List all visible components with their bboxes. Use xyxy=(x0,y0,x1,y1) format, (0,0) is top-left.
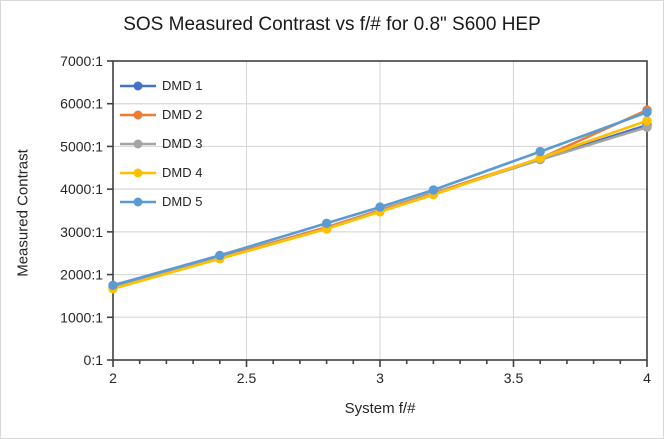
legend-label: DMD 5 xyxy=(162,194,203,209)
x-tick-label: 2 xyxy=(109,370,117,386)
y-tick-label: 5000:1 xyxy=(60,138,103,154)
y-tick-label: 2000:1 xyxy=(60,267,103,283)
y-tick-label: 7000:1 xyxy=(60,53,103,69)
data-point-dmd-5 xyxy=(428,185,439,195)
y-tick-label: 4000:1 xyxy=(60,181,103,197)
x-tick-label: 2.5 xyxy=(237,370,257,386)
x-tick-label: 3 xyxy=(376,370,384,386)
y-axis-title: Measured Contrast xyxy=(14,149,32,277)
data-point-dmd-5 xyxy=(535,146,545,157)
data-point-dmd-5 xyxy=(642,107,652,118)
legend-item-dmd-5[interactable]: DMD 5 xyxy=(119,187,202,216)
legend-label: DMD 2 xyxy=(162,107,203,122)
y-tick-label: 1000:1 xyxy=(60,309,103,325)
data-point-dmd-5 xyxy=(215,250,225,261)
legend-item-dmd-2[interactable]: DMD 2 xyxy=(119,100,202,129)
legend-item-dmd-4[interactable]: DMD 4 xyxy=(119,158,202,187)
x-tick-label: 4 xyxy=(643,370,651,386)
x-tick-label: 3.5 xyxy=(504,370,524,386)
legend-marker-icon xyxy=(120,168,156,177)
data-point-dmd-5 xyxy=(108,280,118,290)
legend-label: DMD 3 xyxy=(162,136,203,151)
x-axis-title: System f/# xyxy=(344,400,416,417)
legend: DMD 1 DMD 2 DMD 3 DMD 4 DMD 5 xyxy=(119,71,202,216)
legend-marker-icon xyxy=(120,110,156,119)
chart-title: SOS Measured Contrast vs f/# for 0.8" S6… xyxy=(123,14,541,35)
legend-item-dmd-1[interactable]: DMD 1 xyxy=(119,71,202,100)
y-tick-label: 3000:1 xyxy=(60,224,103,240)
legend-marker-icon xyxy=(120,139,156,148)
y-tick-label: 0:1 xyxy=(84,352,104,368)
legend-label: DMD 1 xyxy=(162,78,203,93)
data-point-dmd-4 xyxy=(642,116,652,126)
legend-item-dmd-3[interactable]: DMD 3 xyxy=(119,129,202,158)
legend-marker-icon xyxy=(120,81,156,90)
data-point-dmd-5 xyxy=(375,202,385,212)
legend-label: DMD 4 xyxy=(162,165,203,180)
legend-marker-icon xyxy=(120,197,156,206)
data-point-dmd-5 xyxy=(321,218,332,229)
y-tick-label: 6000:1 xyxy=(60,96,103,112)
